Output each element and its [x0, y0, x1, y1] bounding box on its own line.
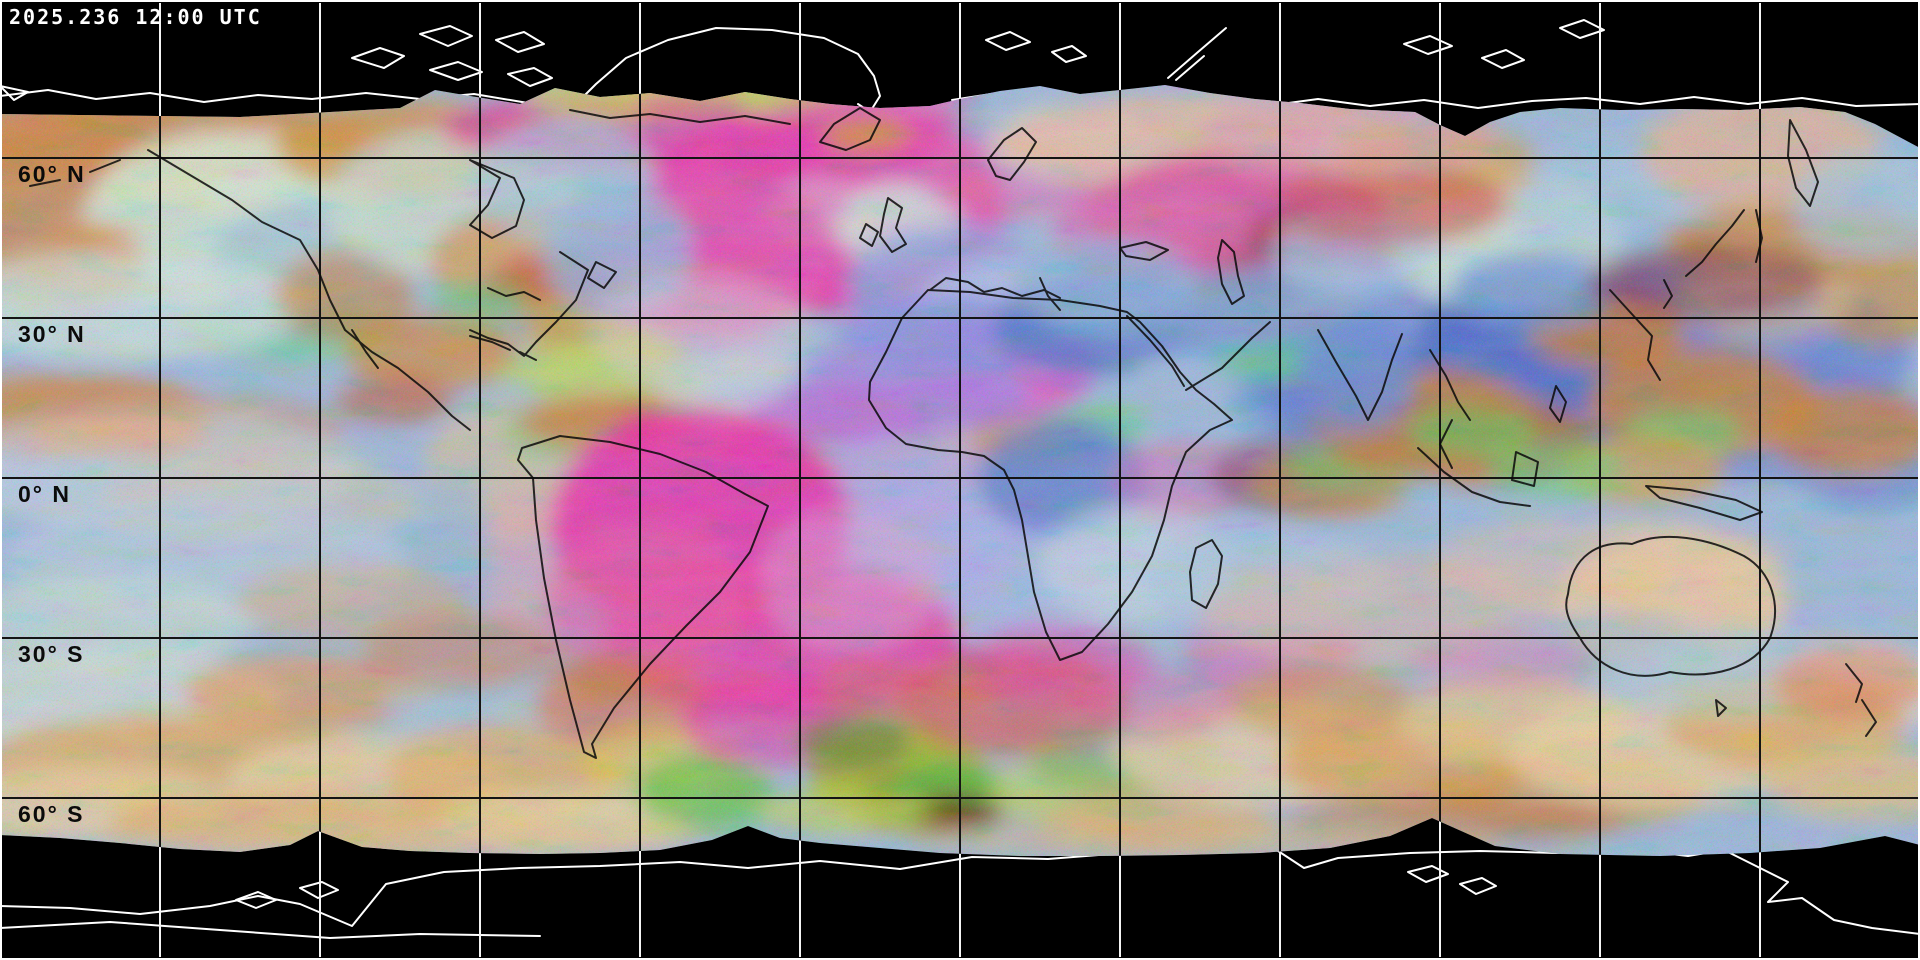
latitude-label: 30° S — [18, 641, 85, 667]
latitude-label: 60° S — [18, 801, 85, 827]
timestamp-label: 2025.236 12:00 UTC — [9, 5, 262, 29]
latitude-label: 30° N — [18, 321, 86, 347]
data-coastlines — [29, 107, 1877, 759]
latitude-label: 0° N — [18, 481, 71, 507]
latitude-label: 60° N — [18, 161, 86, 187]
